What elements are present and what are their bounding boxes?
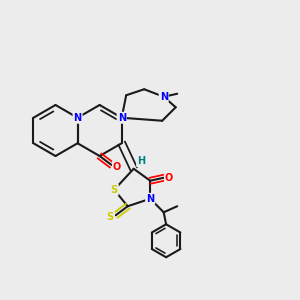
Text: S: S <box>111 185 118 195</box>
Text: N: N <box>160 92 168 102</box>
Text: S: S <box>107 212 114 222</box>
Text: N: N <box>118 113 126 123</box>
Text: O: O <box>165 173 173 183</box>
Text: H: H <box>137 156 145 166</box>
Text: O: O <box>113 161 121 172</box>
Text: N: N <box>146 194 154 204</box>
Text: N: N <box>74 113 82 123</box>
